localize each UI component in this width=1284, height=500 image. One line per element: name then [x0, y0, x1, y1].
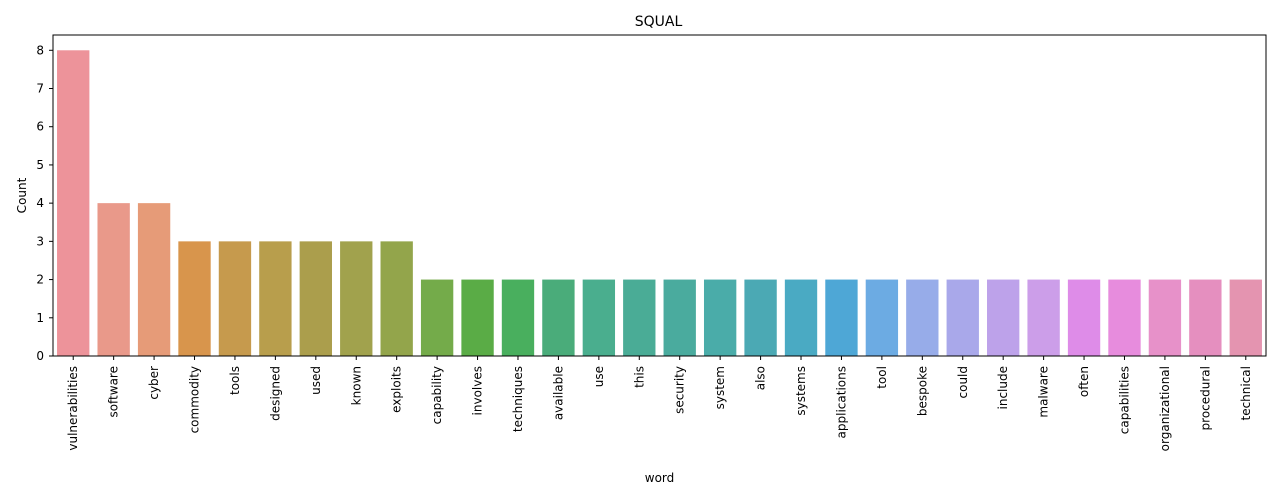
bar-cyber — [137, 203, 171, 356]
x-tick-label: also — [754, 366, 768, 390]
x-tick-label: used — [309, 366, 323, 395]
x-tick-label: applications — [834, 366, 848, 438]
bar-bespoke — [906, 279, 939, 356]
x-tick-label: technical — [1239, 366, 1253, 421]
y-axis: 0 1 2 3 4 5 6 7 8 — [36, 43, 53, 363]
x-tick-label: system — [713, 366, 727, 409]
bar-include — [987, 279, 1020, 356]
x-tick-label: involves — [471, 366, 485, 415]
bar-software — [97, 203, 130, 356]
x-tick-label: procedural — [1198, 366, 1212, 430]
bar-designed — [259, 241, 292, 356]
bar-exploits — [380, 241, 413, 356]
x-tick-label: tools — [228, 366, 242, 395]
x-tick-label: cyber — [147, 366, 161, 400]
y-tick-label: 7 — [36, 82, 44, 96]
bar-capabilities — [1108, 279, 1141, 356]
bar-technical — [1229, 279, 1262, 356]
y-tick-label: 4 — [36, 196, 44, 210]
chart-title: SQUAL — [635, 14, 683, 30]
bar-techniques — [501, 279, 535, 356]
bar-involves — [461, 279, 494, 356]
bar-available — [542, 279, 575, 356]
bar-organizational — [1148, 279, 1182, 356]
bar-could — [946, 279, 979, 356]
bar-system — [703, 279, 737, 356]
x-tick-label: designed — [268, 366, 282, 421]
y-tick-label: 6 — [36, 120, 44, 134]
x-tick-label: often — [1077, 366, 1091, 397]
x-tick-label: capabilities — [1117, 366, 1131, 434]
x-tick-label: commodity — [188, 366, 202, 433]
bar-procedural — [1189, 279, 1222, 356]
x-tick-label: this — [632, 366, 646, 388]
x-tick-label: organizational — [1158, 366, 1172, 451]
bar-commodity — [178, 241, 211, 356]
x-tick-label: known — [349, 366, 363, 405]
y-tick-label: 3 — [36, 234, 44, 248]
bar-vulnerabilities — [57, 50, 90, 356]
bar-also — [744, 279, 777, 356]
x-tick-label: capability — [430, 366, 444, 424]
y-axis-label: Count — [15, 177, 29, 213]
x-axis-label: word — [645, 471, 675, 485]
bar-systems — [784, 279, 818, 356]
bar-malware — [1027, 279, 1060, 356]
x-axis: vulnerabilities software cyber commodity too… — [66, 356, 1253, 451]
y-tick-label: 8 — [36, 43, 44, 57]
bar-used — [299, 241, 332, 356]
x-tick-label: could — [956, 366, 970, 399]
bar-applications — [825, 279, 858, 356]
y-tick-label: 1 — [36, 311, 44, 325]
bars — [57, 50, 1262, 356]
bar-capability — [420, 279, 454, 356]
y-tick-label: 0 — [36, 349, 44, 363]
x-tick-label: techniques — [511, 366, 525, 432]
x-tick-label: available — [551, 366, 565, 420]
x-tick-label: exploits — [390, 366, 404, 413]
x-tick-label: security — [673, 366, 687, 414]
bar-often — [1067, 279, 1101, 356]
x-tick-label: include — [996, 366, 1010, 409]
x-tick-label: systems — [794, 366, 808, 416]
bar-security — [663, 279, 696, 356]
x-tick-label: bespoke — [915, 366, 929, 416]
x-tick-label: software — [107, 366, 121, 418]
x-tick-label: malware — [1037, 366, 1051, 418]
plot-frame — [52, 34, 1267, 357]
x-tick-label: vulnerabilities — [66, 366, 80, 451]
bar-this — [623, 279, 656, 356]
bar-tool — [865, 279, 899, 356]
bar-tools — [218, 241, 252, 356]
y-tick-label: 2 — [36, 273, 44, 287]
x-tick-label: use — [592, 366, 606, 387]
bar-known — [340, 241, 373, 356]
bar-use — [582, 279, 616, 356]
y-tick-label: 5 — [36, 158, 44, 172]
x-tick-label: tool — [875, 366, 889, 389]
